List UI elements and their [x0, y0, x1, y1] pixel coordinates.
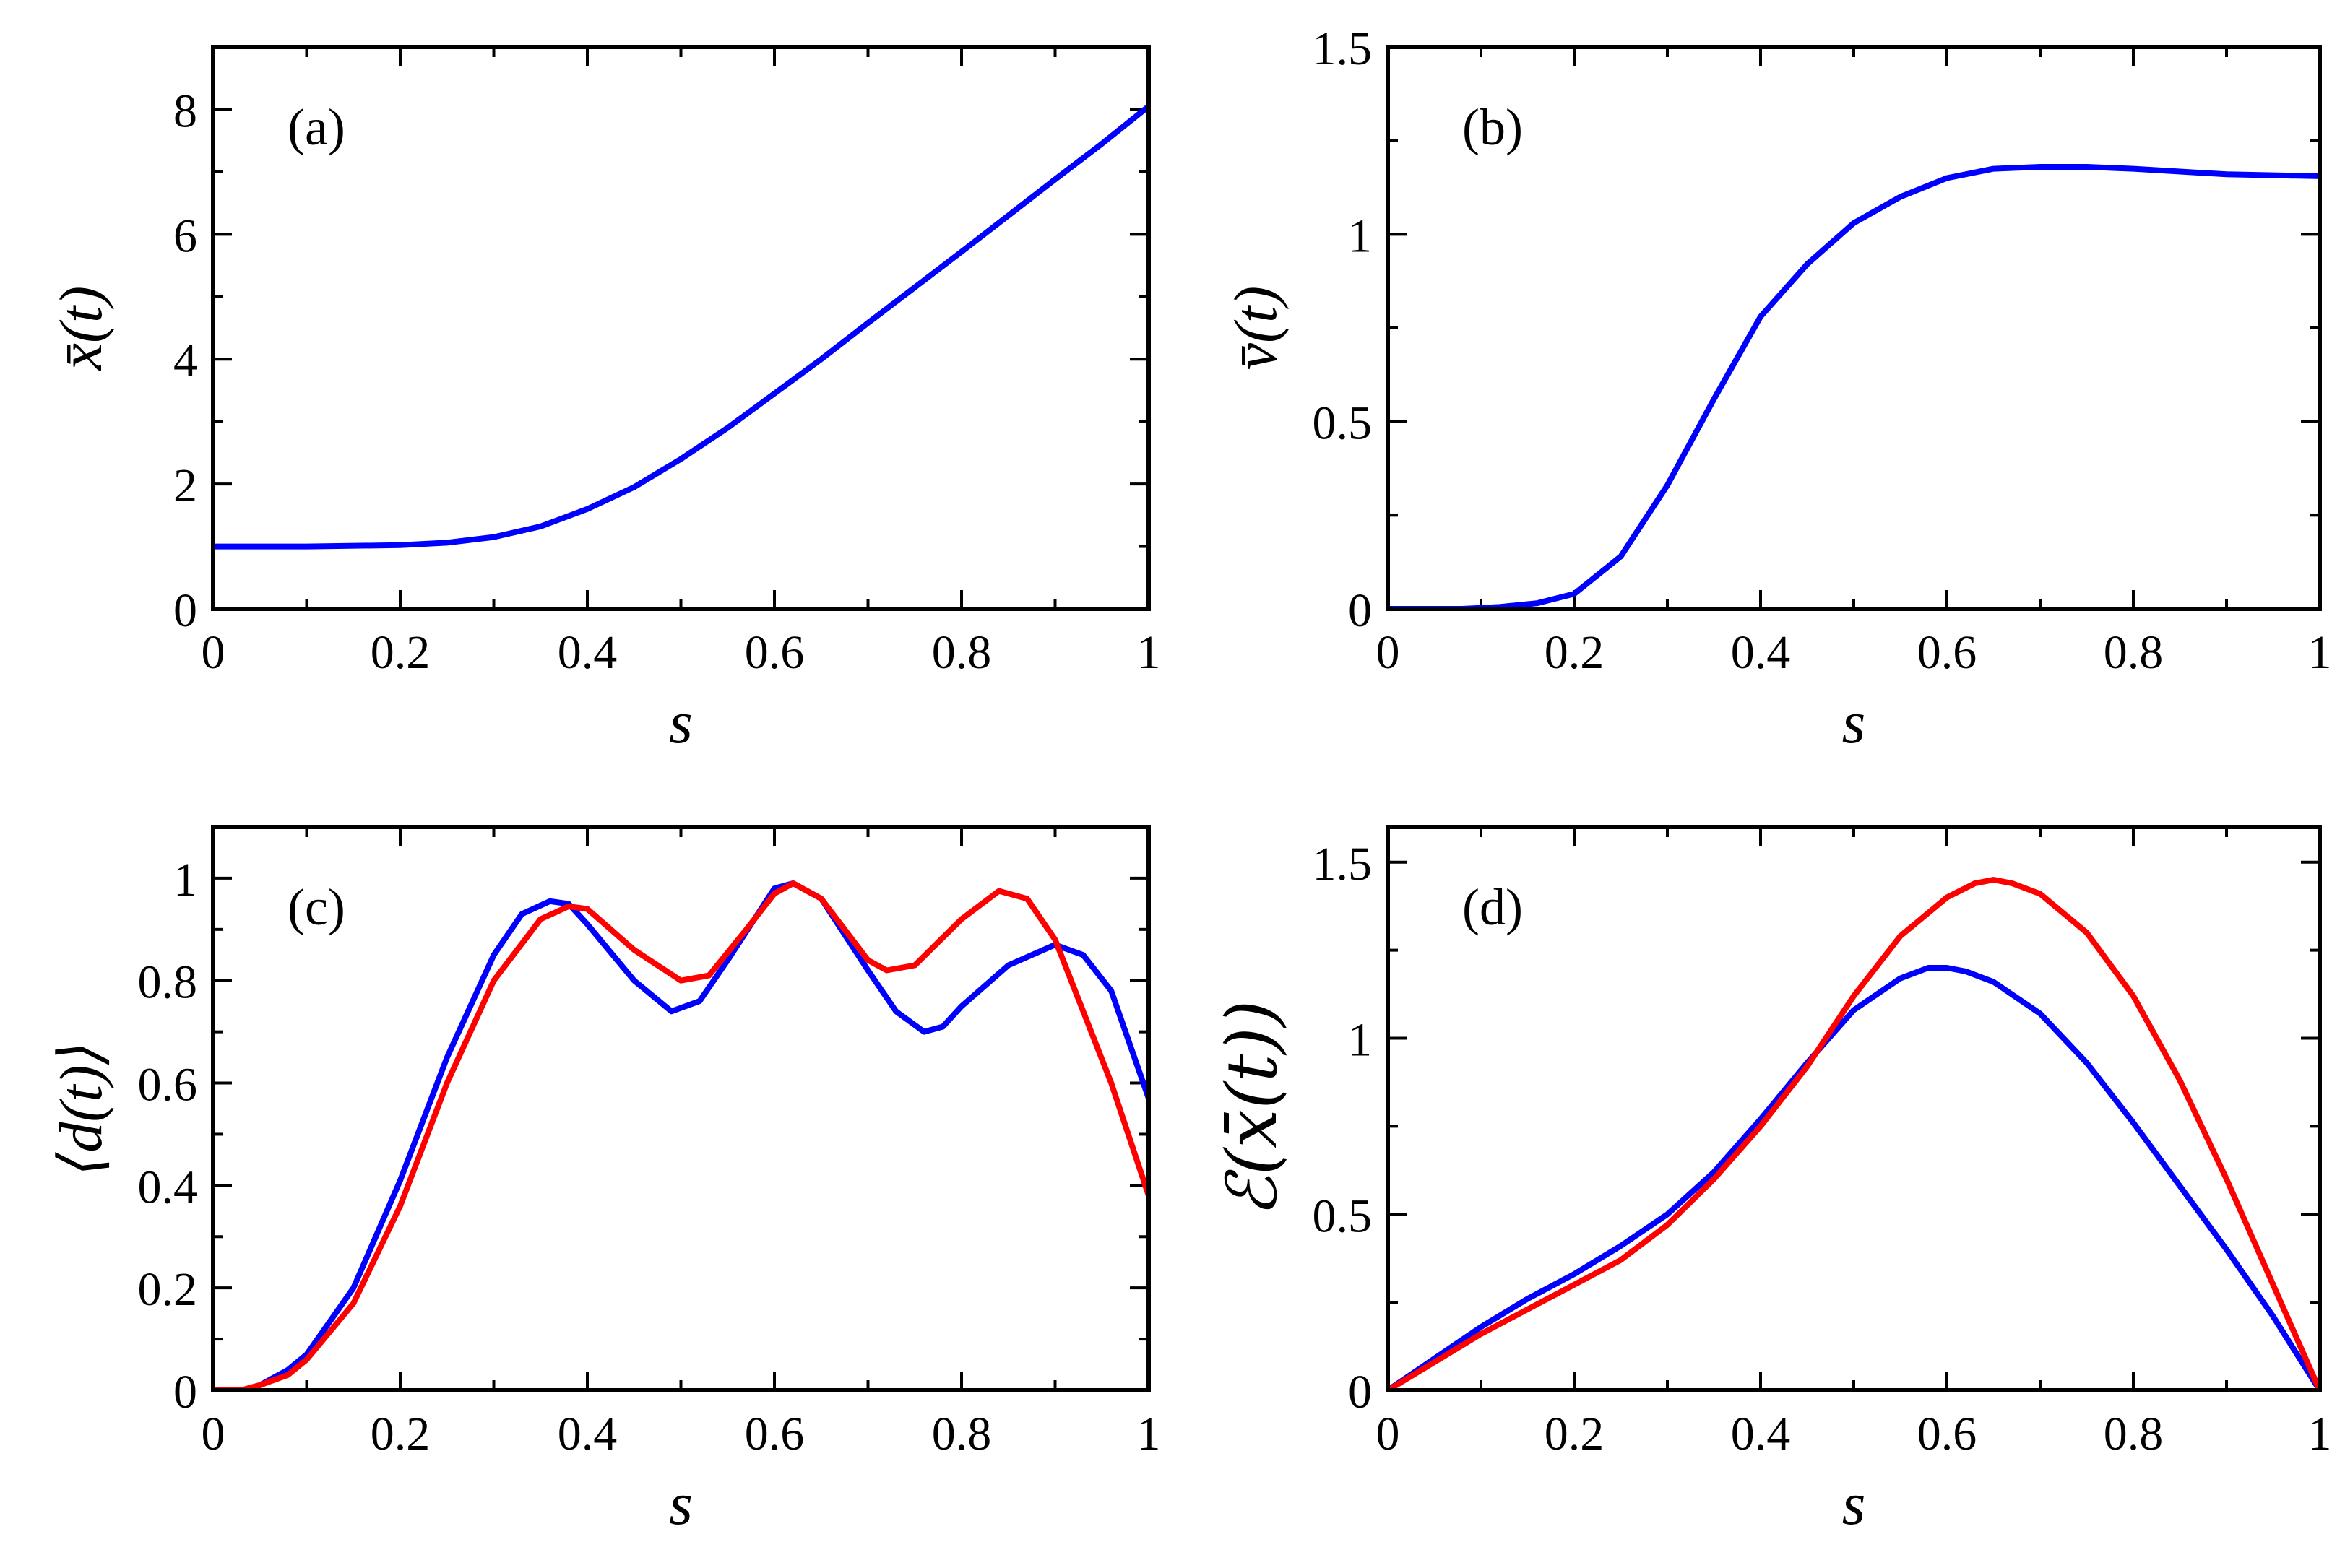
panel-label-a: (a) — [288, 98, 345, 156]
x-tick-label-c: 0.8 — [932, 1408, 992, 1460]
panel-label-b: (b) — [1462, 98, 1523, 156]
y-axis-label-a: x̄(t) — [48, 286, 115, 372]
x-tick-label-d: 0 — [1376, 1408, 1400, 1460]
x-tick-label-b: 0.8 — [2104, 626, 2164, 679]
x-tick-label-c: 0.6 — [745, 1408, 805, 1460]
x-tick-label-c: 1 — [1137, 1408, 1161, 1460]
x-axis-label-c: s — [669, 1470, 693, 1538]
y-tick-label-d: 0.5 — [1313, 1190, 1373, 1242]
y-axis-label-a-text: x̄(t) — [48, 286, 115, 372]
series-red-line-d — [1388, 877, 2320, 1390]
x-tick-label-b: 0.2 — [1545, 626, 1605, 679]
axes-frame-d — [1386, 825, 2322, 1392]
plot-area-c: 0 0.2 0.4 0.6 0.8 1 0 0.2 0.4 0.6 0.8 1 — [138, 827, 1161, 1460]
plot-area-b: 0 0.2 0.4 0.6 0.8 1 0 0.5 1 1.5 — [1313, 22, 2332, 679]
y-tick-label-b: 0.5 — [1313, 397, 1373, 450]
y-axis-label-c: ⟨d(t)⟩ — [48, 1041, 115, 1177]
x-tick-label-a: 0.4 — [558, 626, 618, 679]
panel-label-d: (d) — [1462, 878, 1523, 936]
x-tick-label-b: 0.6 — [1917, 626, 1977, 679]
y-tick-label-a: 6 — [173, 209, 197, 262]
y-tick-label-a: 2 — [173, 459, 197, 512]
y-tick-label-d: 1 — [1348, 1014, 1372, 1067]
axes-frame-b — [1386, 45, 2322, 611]
y-axis-label-b: v̄(t) — [1222, 286, 1290, 371]
y-tick-label-c: 0.2 — [138, 1263, 198, 1316]
y-tick-label-a: 0 — [173, 584, 197, 637]
panel-b: 0 0.2 0.4 0.6 0.8 1 0 0.5 1 1.5 (b) s v̄(t) — [1222, 22, 2332, 756]
y-tick-label-d: 0 — [1348, 1366, 1372, 1418]
y-tick-label-b: 1.5 — [1313, 22, 1373, 75]
panel-label-c: (c) — [288, 878, 345, 936]
series-blue-line-d — [1388, 965, 2320, 1390]
y-tick-label-c: 0.4 — [138, 1161, 198, 1213]
series-red-line-c — [213, 880, 1149, 1390]
x-tick-label-d: 0.2 — [1545, 1408, 1605, 1460]
x-tick-label-a: 0 — [202, 626, 225, 679]
x-tick-label-c: 0.4 — [558, 1408, 618, 1460]
panel-d: 0 0.2 0.4 0.6 0.8 1 0 0.5 1 1.5 (d) s ℰ(x̄(t)) — [1212, 825, 2332, 1538]
y-tick-label-b: 0 — [1348, 584, 1372, 637]
series-blue-line-b — [1388, 164, 2320, 609]
x-tick-label-d: 0.6 — [1917, 1408, 1977, 1460]
x-axis-label-a: s — [669, 689, 693, 756]
x-tick-label-a: 1 — [1137, 626, 1161, 679]
x-tick-label-a: 0.2 — [371, 626, 431, 679]
y-tick-label-d: 1.5 — [1313, 838, 1373, 891]
y-axis-label-d: ℰ(x̄(t)) — [1212, 1000, 1292, 1218]
y-tick-label-a: 8 — [173, 85, 197, 137]
x-tick-label-a: 0.8 — [932, 626, 992, 679]
y-axis-label-d-text: ℰ(x̄(t)) — [1212, 1000, 1292, 1218]
y-axis-label-c-text: ⟨d(t)⟩ — [48, 1041, 115, 1177]
y-tick-label-b: 1 — [1348, 209, 1372, 262]
panel-c: 0 0.2 0.4 0.6 0.8 1 0 0.2 0.4 0.6 0.8 1 (c) s ⟨d(t)… — [48, 825, 1161, 1538]
x-tick-label-b: 1 — [2308, 626, 2332, 679]
series-blue-line-c — [213, 880, 1149, 1390]
y-tick-label-c: 1 — [173, 854, 197, 906]
y-tick-label-c: 0.8 — [138, 956, 198, 1009]
panel-a: 0 0.2 0.4 0.6 0.8 1 0 2 4 6 8 (a) s x̄(t) — [48, 45, 1161, 756]
x-tick-label-d: 0.8 — [2104, 1408, 2164, 1460]
x-tick-label-d: 1 — [2308, 1408, 2332, 1460]
series-blue-line-a — [213, 103, 1149, 550]
plot-area-d: 0 0.2 0.4 0.6 0.8 1 0 0.5 1 1.5 — [1313, 827, 2332, 1460]
y-axis-label-b-text: v̄(t) — [1222, 286, 1290, 371]
y-tick-label-c: 0.6 — [138, 1059, 198, 1112]
plot-area-a: 0 0.2 0.4 0.6 0.8 1 0 2 4 6 8 — [173, 47, 1161, 679]
x-axis-label-d: s — [1842, 1470, 1866, 1538]
x-axis-label-b: s — [1842, 689, 1866, 756]
axes-frame-a — [211, 45, 1151, 611]
x-tick-label-a: 0.6 — [745, 626, 805, 679]
axes-frame-c — [211, 825, 1151, 1392]
x-tick-label-b: 0 — [1376, 626, 1400, 679]
x-tick-label-d: 0.4 — [1731, 1408, 1791, 1460]
x-tick-label-b: 0.4 — [1731, 626, 1791, 679]
y-tick-label-a: 4 — [173, 334, 197, 387]
x-tick-label-c: 0 — [202, 1408, 225, 1460]
y-tick-label-c: 0 — [173, 1366, 197, 1418]
x-tick-label-c: 0.2 — [371, 1408, 431, 1460]
